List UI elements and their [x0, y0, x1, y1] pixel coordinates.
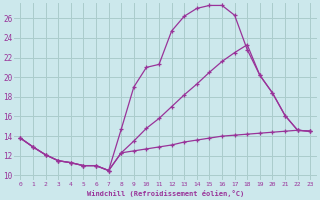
X-axis label: Windchill (Refroidissement éolien,°C): Windchill (Refroidissement éolien,°C)	[87, 190, 244, 197]
